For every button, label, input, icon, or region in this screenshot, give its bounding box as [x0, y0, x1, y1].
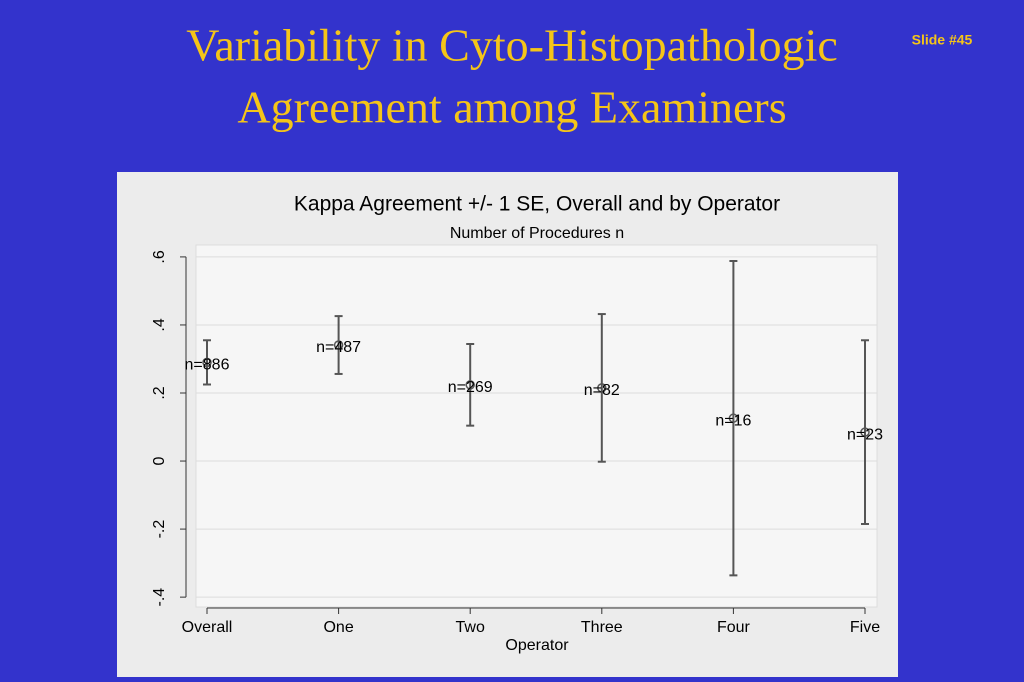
plot-area: [195, 244, 878, 608]
sample-label: n=269: [448, 379, 493, 396]
x-tick-label: Three: [581, 619, 623, 636]
slide-title: Agreement among Examiners: [237, 82, 786, 133]
y-tick-label: .4: [151, 318, 168, 331]
y-tick-label: -.4: [151, 588, 168, 607]
point: [465, 380, 475, 390]
x-tick-label: One: [323, 619, 353, 636]
x-tick-label: Four: [717, 619, 751, 636]
chart-subtitle: Number of Procedures n: [450, 225, 624, 242]
point: [597, 383, 607, 393]
x-axis-label: Operator: [505, 637, 569, 654]
x-tick-label: Five: [850, 619, 880, 636]
point: [202, 357, 212, 368]
sample-label: n=82: [584, 382, 620, 399]
sample-label: n=886: [185, 357, 230, 374]
x-tick-label: Two: [456, 619, 485, 636]
chart-title: Kappa Agreement +/- 1 SE, Overall and by…: [294, 193, 780, 216]
y-tick-label: .6: [151, 250, 168, 263]
sample-label: n=23: [847, 426, 883, 443]
point: [333, 340, 344, 350]
point: [728, 413, 739, 423]
slide-title: Variability in Cyto-Histopathologic: [186, 20, 838, 71]
slide-number: Slide #45: [912, 32, 973, 48]
point: [860, 427, 870, 437]
y-tick-label: .2: [151, 386, 168, 399]
y-tick-label: -.2: [151, 520, 168, 539]
sample-label: n=16: [715, 412, 751, 429]
y-tick-label: 0: [151, 456, 168, 465]
sample-label: n=487: [316, 339, 361, 356]
x-tick-label: Overall: [182, 619, 233, 636]
